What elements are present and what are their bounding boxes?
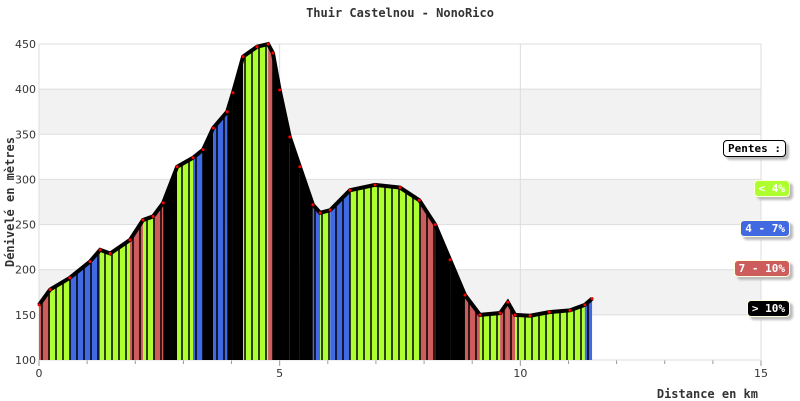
profile-segment <box>163 166 178 360</box>
data-point <box>547 310 551 314</box>
data-point <box>241 55 245 59</box>
data-point <box>318 211 322 215</box>
x-tick-label: 15 <box>754 367 768 380</box>
data-point <box>478 313 482 317</box>
data-point <box>298 165 302 169</box>
profile-segment <box>450 259 465 360</box>
data-point <box>528 314 532 318</box>
profile-segment <box>268 44 273 360</box>
profile-segment <box>515 314 530 360</box>
x-axis-label: Distance en km <box>656 387 758 401</box>
data-point <box>108 251 112 255</box>
legend-item-gt10: > 10% <box>746 300 790 317</box>
data-point <box>590 297 594 301</box>
profile-segment <box>330 190 350 360</box>
profile-segment <box>312 204 321 360</box>
data-point <box>88 260 92 264</box>
y-tick-label: 250 <box>15 219 36 232</box>
y-axis-label: Dénivelé en mètres <box>3 136 17 268</box>
y-tick-label: 100 <box>15 354 36 367</box>
legend-item-lt4: < 4% <box>753 180 790 197</box>
y-tick-label: 150 <box>15 309 36 322</box>
data-point <box>373 183 377 187</box>
profile-segment <box>349 184 375 360</box>
data-point <box>48 288 52 292</box>
data-point <box>225 110 229 114</box>
x-tick-label: 10 <box>513 367 527 380</box>
data-point <box>433 223 437 227</box>
profile-segment <box>129 220 143 360</box>
profile-segment <box>213 111 228 360</box>
data-point <box>141 218 145 222</box>
x-tick-label: 0 <box>36 367 43 380</box>
profile-segment <box>203 127 214 360</box>
data-point <box>463 293 467 297</box>
data-point <box>98 248 102 252</box>
y-tick-label: 350 <box>15 128 36 141</box>
data-point <box>348 188 352 192</box>
data-point <box>128 238 132 242</box>
data-point <box>417 198 421 202</box>
data-point <box>328 208 332 212</box>
profile-line <box>37 41 594 318</box>
y-tick-label: 200 <box>15 264 36 277</box>
legend-item-4-7: 4 - 7% <box>740 220 790 237</box>
data-point <box>311 203 315 207</box>
data-point <box>448 258 452 262</box>
data-point <box>191 156 195 160</box>
data-point <box>161 201 165 205</box>
data-point <box>68 276 72 280</box>
data-point <box>498 311 502 315</box>
legend-title: Pentes : <box>723 140 786 157</box>
chart-title: Thuir Castelnou - NonoRico <box>306 6 494 20</box>
data-point <box>255 45 259 49</box>
profile-segment <box>193 149 204 360</box>
y-tick-label: 400 <box>15 83 36 96</box>
data-point <box>266 42 270 46</box>
data-point <box>201 148 205 152</box>
profile-segment <box>177 157 194 360</box>
data-point <box>506 300 510 304</box>
profile-segment <box>50 277 70 360</box>
profile-segment <box>569 304 585 360</box>
data-point <box>175 165 179 169</box>
data-point <box>231 91 235 95</box>
profile-segment <box>272 53 280 361</box>
profile-segment <box>299 166 313 360</box>
profile-segment <box>227 92 233 361</box>
data-point <box>211 126 215 130</box>
profile-segment <box>289 136 300 360</box>
profile-segment <box>243 46 258 361</box>
data-point <box>513 313 517 317</box>
profile-segment <box>400 187 420 360</box>
data-point <box>151 214 155 218</box>
data-point <box>271 51 275 55</box>
data-point <box>288 135 292 139</box>
legend-item-7-10: 7 - 10% <box>733 260 790 277</box>
profile-segment <box>142 216 154 360</box>
profile-segment <box>374 184 400 360</box>
data-point <box>278 88 282 92</box>
data-point <box>583 303 587 307</box>
profile-segment <box>435 224 451 360</box>
grid-band <box>39 89 761 135</box>
data-point <box>37 303 41 307</box>
data-point <box>568 308 572 312</box>
profile-segment <box>110 239 130 360</box>
x-tick-label: 5 <box>276 367 283 380</box>
profile-segment <box>69 261 91 360</box>
y-tick-label: 300 <box>15 173 36 186</box>
data-point <box>398 186 402 190</box>
y-tick-label: 450 <box>15 38 36 51</box>
